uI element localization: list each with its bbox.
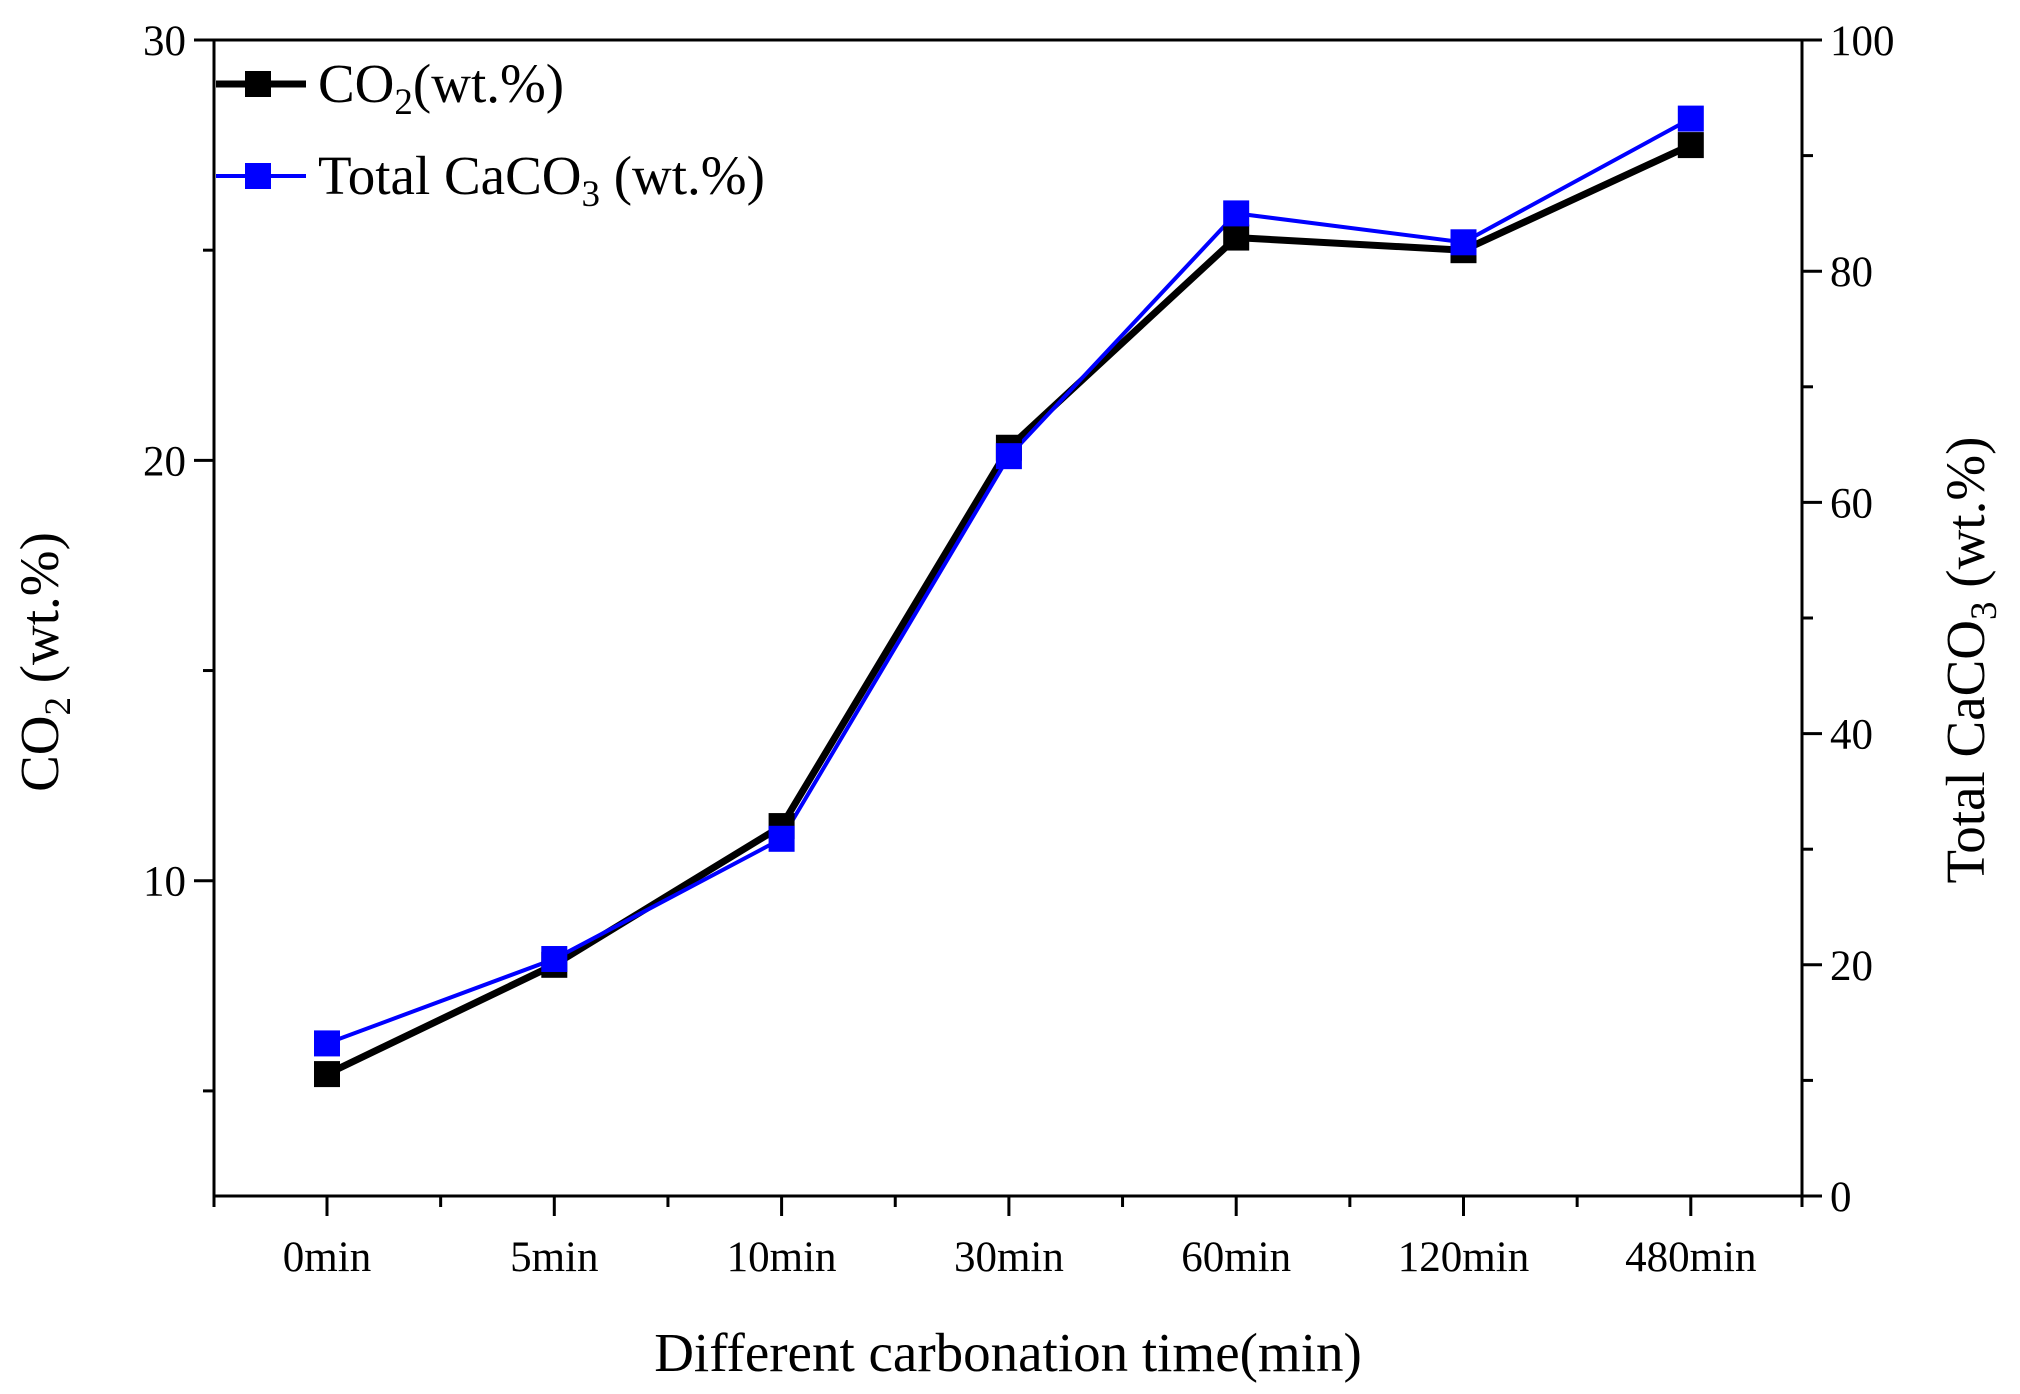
right-tick-label: 0 — [1830, 1174, 1852, 1221]
legend-marker-caco3 — [245, 163, 271, 189]
right-tick-label: 80 — [1830, 249, 1873, 296]
legend-label-caco3: Total CaCO3 (wt.%) — [318, 145, 765, 215]
x-tick-label: 30min — [954, 1234, 1064, 1281]
x-axis-ticks: 0min 5min 10min 30min 60min 120min 480min — [212, 1196, 1804, 1281]
data-point-caco3 — [541, 946, 568, 973]
left-tick-label: 20 — [143, 438, 186, 485]
x-tick-label: 10min — [727, 1234, 837, 1281]
legend-marker-co2 — [245, 71, 271, 97]
right-tick-label: 20 — [1830, 943, 1873, 990]
x-axis-title: Different carbonation time(min) — [654, 1322, 1362, 1383]
series-line-caco3 — [326, 116, 1692, 1046]
data-point-co2 — [314, 1061, 340, 1088]
x-tick-label: 120min — [1398, 1234, 1529, 1281]
right-tick-label: 60 — [1830, 480, 1873, 527]
data-point-caco3 — [995, 443, 1022, 470]
data-point-caco3 — [314, 1030, 340, 1057]
legend: CO2(wt.%) Total CaCO3 (wt.%) — [216, 53, 765, 215]
data-point-co2 — [1223, 224, 1250, 251]
data-point-caco3 — [1223, 200, 1250, 227]
series-layer — [314, 105, 1704, 1088]
left-tick-label: 30 — [143, 18, 186, 65]
right-axis-ticks: 0 20 40 60 80 100 — [1802, 18, 1895, 1221]
left-axis-title: CO2 (wt.%) — [9, 532, 79, 792]
x-tick-label: 480min — [1625, 1234, 1756, 1281]
data-point-caco3 — [768, 825, 795, 852]
x-tick-label: 0min — [283, 1234, 371, 1281]
x-tick-label: 5min — [510, 1234, 598, 1281]
right-tick-label: 40 — [1830, 712, 1873, 759]
x-tick-label: 60min — [1181, 1234, 1291, 1281]
series-line-co2 — [325, 141, 1693, 1078]
left-axis-ticks: 10 20 30 — [143, 18, 214, 1093]
left-tick-label: 10 — [143, 859, 186, 906]
data-point-caco3 — [1677, 105, 1704, 132]
right-tick-label: 100 — [1830, 18, 1895, 65]
legend-label-co2: CO2(wt.%) — [318, 53, 564, 123]
data-point-caco3 — [1450, 229, 1477, 256]
right-axis-title: Total CaCO3 (wt.%) — [1935, 437, 2005, 884]
data-point-co2 — [1677, 132, 1704, 159]
